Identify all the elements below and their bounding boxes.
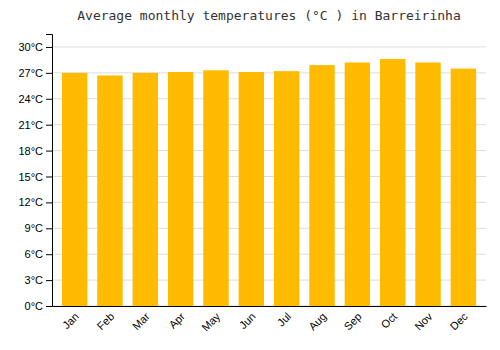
y-tick: 18°C — [18, 145, 52, 157]
y-tick: 9°C — [25, 222, 52, 234]
bars — [62, 59, 476, 306]
y-tick: 3°C — [25, 274, 52, 286]
x-tick: May — [199, 306, 223, 333]
grid — [52, 47, 486, 306]
x-tick: Nov — [412, 306, 435, 332]
x-tick-label: Jun — [237, 310, 258, 331]
y-tick-label: 30°C — [18, 41, 43, 53]
y-tick-label: 21°C — [18, 119, 43, 131]
y-tick: 12°C — [18, 196, 52, 208]
bar — [274, 71, 299, 306]
y-tick: 6°C — [25, 248, 52, 260]
y-tick-line — [46, 99, 52, 100]
bar — [415, 62, 440, 306]
y-tick: 15°C — [18, 170, 52, 182]
y-axis-line — [46, 35, 53, 307]
x-tick-label: Feb — [94, 310, 116, 332]
y-tick-label: 0°C — [25, 300, 44, 312]
x-tick-label: Mar — [130, 310, 152, 332]
bar — [451, 69, 476, 306]
y-tick-line — [46, 202, 52, 203]
y-tick-line — [46, 254, 52, 255]
y-tick: 0°C — [25, 300, 52, 312]
x-tick: Dec — [447, 306, 470, 332]
y-tick: 24°C — [18, 93, 52, 105]
bar — [345, 62, 370, 306]
y-tick-label: 12°C — [18, 196, 43, 208]
bar — [168, 72, 193, 306]
y-tick-line — [46, 176, 52, 177]
y-tick-line — [46, 228, 52, 229]
y-tick-line — [46, 151, 52, 152]
y-tick-label: 24°C — [18, 93, 43, 105]
x-tick-label: Jul — [275, 310, 293, 328]
bar — [239, 72, 264, 306]
y-tick-line — [46, 47, 52, 48]
y-tick: 21°C — [18, 119, 52, 131]
title: Average monthly temperatures (°C ) in Ba… — [77, 8, 461, 23]
bar — [97, 75, 122, 306]
grid-line — [52, 46, 486, 47]
x-tick: Aug — [306, 306, 328, 333]
x-tick: Jan — [60, 306, 81, 331]
y-tick-line — [46, 306, 52, 307]
y-tick-label: 15°C — [18, 170, 43, 182]
x-tick: Sep — [341, 306, 363, 333]
y-tick-label: 9°C — [25, 222, 44, 234]
x-tick-label: Jan — [60, 310, 81, 331]
y-tick-label: 6°C — [25, 248, 44, 260]
x-tick: Mar — [130, 306, 152, 332]
plot: Jan Feb Mar Apr May Jun Jul Aug Sep Oct Nov Dec 0°C 3… — [18, 35, 486, 334]
x-tick-label: Sep — [341, 310, 363, 332]
y-tick-label: 3°C — [25, 274, 44, 286]
bar — [309, 65, 334, 306]
y-tick: 30°C — [18, 41, 52, 53]
bar — [133, 73, 158, 306]
x-tick: Jun — [237, 306, 258, 331]
x-axis-line — [53, 306, 487, 307]
x-tick: Feb — [94, 306, 116, 332]
y-axis: 0°C 3°C 6°C 9°C 12°C 15°C 18°C 21°C 24°C 27°C 30°C — [18, 35, 52, 313]
chart: Jan Feb Mar Apr May Jun Jul Aug Sep Oct Nov Dec 0°C 3… — [0, 0, 500, 350]
x-tick-label: Dec — [447, 310, 470, 333]
bar — [203, 70, 228, 306]
x-tick: Oct — [379, 306, 400, 331]
y-tick-label: 18°C — [18, 145, 43, 157]
y-tick-label: 27°C — [18, 67, 43, 79]
x-tick: Jul — [275, 306, 293, 329]
x-tick: Apr — [166, 306, 187, 331]
x-tick-label: Apr — [166, 310, 187, 331]
x-tick-label: Nov — [412, 310, 435, 333]
x-tick-label: May — [199, 310, 223, 334]
bar — [62, 73, 87, 306]
x-tick-label: Oct — [379, 310, 400, 331]
y-tick: 27°C — [18, 67, 52, 79]
x-tick-label: Aug — [306, 310, 328, 332]
y-tick-line — [46, 125, 52, 126]
bar — [380, 59, 405, 306]
x-axis: Jan Feb Mar Apr May Jun Jul Aug Sep Oct Nov Dec — [53, 306, 487, 333]
y-tick-line — [46, 280, 52, 281]
y-tick-line — [46, 73, 52, 74]
